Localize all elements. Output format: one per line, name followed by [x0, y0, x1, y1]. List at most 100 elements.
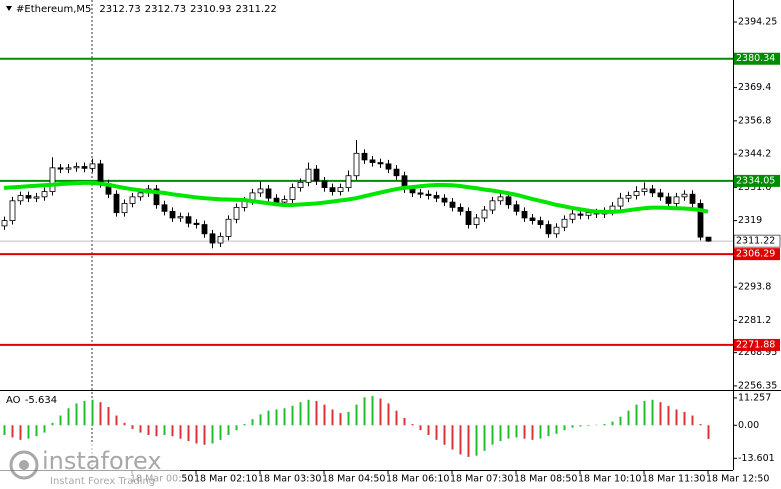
y-tick-label: 2293.8 — [738, 282, 771, 293]
candle-body — [361, 152, 368, 161]
x-tick-label: 18 Mar 11:30 — [642, 474, 705, 485]
candle-body — [321, 180, 328, 189]
low-value: 2310.93 — [190, 4, 231, 15]
candle-body — [137, 192, 144, 198]
indicator-value: -5.634 — [25, 395, 57, 406]
candle-body — [457, 207, 464, 212]
candle-body — [41, 191, 48, 198]
candle-body — [465, 210, 472, 225]
candle-body — [185, 216, 192, 224]
level-label: 2334.05 — [736, 175, 775, 186]
level-label-bg — [734, 248, 780, 261]
candle-body — [705, 236, 712, 242]
candle-body — [121, 203, 128, 214]
candle-body — [433, 195, 440, 199]
candle-body — [33, 196, 40, 199]
open-value: 2312.73 — [99, 4, 140, 15]
candle-body — [561, 218, 568, 228]
candle-body — [569, 213, 576, 220]
candle-body — [113, 193, 120, 214]
level-label: 2306.29 — [736, 249, 775, 260]
candle-body — [281, 199, 288, 203]
candle-body — [649, 188, 656, 194]
candle-body — [1, 220, 8, 227]
candle-body — [129, 196, 136, 204]
x-tick-label: 18 Mar 02:10 — [194, 474, 257, 485]
y-tick-label: 2356.8 — [738, 115, 771, 126]
ao-tick-label: -13.601 — [738, 453, 775, 464]
y-tick-label: 2268.95 — [738, 347, 777, 358]
y-tick-label: 2394.25 — [738, 17, 777, 28]
candle-body — [673, 196, 680, 204]
candle-body — [513, 204, 520, 212]
candle-body — [641, 188, 648, 192]
candles — [1, 140, 712, 249]
chart-header: #Ethereum,M5 2312.73 2312.73 2310.93 2311.22 — [16, 4, 277, 15]
watermark-slogan: Instant Forex Trading — [50, 476, 155, 487]
indicator-header: AO -5.634 — [6, 395, 57, 406]
candle-body — [489, 200, 496, 211]
watermark-bg — [0, 444, 180, 489]
candle-body — [57, 167, 64, 170]
candle-body — [153, 188, 160, 206]
candle-body — [273, 197, 280, 203]
ao-tick-label: 11.257 — [738, 392, 771, 403]
symbol: #Ethereum,M5 — [16, 4, 91, 15]
level-label-bg — [734, 52, 780, 65]
candle-body — [73, 166, 80, 169]
x-tick-label: 18 Mar 03:30 — [258, 474, 321, 485]
candle-body — [337, 187, 344, 192]
candle-body — [449, 201, 456, 208]
candle-body — [697, 203, 704, 238]
x-tick-label: 18 Mar 08:50 — [514, 474, 577, 485]
moving-average — [3, 180, 709, 214]
current-price-bg — [733, 234, 781, 248]
candle-body — [297, 181, 304, 189]
candle-body — [25, 195, 32, 199]
level-label-bg — [734, 338, 780, 351]
candle-body — [209, 233, 216, 244]
ao-histogram — [3, 396, 710, 457]
watermark-logo-core — [19, 460, 29, 470]
y-tick-label: 2319 — [738, 215, 762, 226]
candle-body — [537, 220, 544, 225]
candle-body — [193, 222, 200, 225]
candle-body — [17, 195, 24, 202]
candle-body — [89, 163, 96, 169]
y-tick-label: 2281.2 — [738, 315, 771, 326]
x-tick-label: 18 Mar 04:50 — [322, 474, 385, 485]
candle-body — [177, 216, 184, 219]
candle-body — [617, 197, 624, 207]
candle-body — [417, 192, 424, 195]
candle-body — [577, 213, 584, 216]
levels — [0, 57, 733, 346]
indicator-name: AO — [6, 395, 21, 406]
candle-body — [545, 224, 552, 235]
candle-body — [625, 195, 632, 199]
candle-body — [49, 167, 56, 192]
level-label: 2271.88 — [736, 339, 775, 350]
candle-body — [225, 218, 232, 237]
candle-body — [9, 200, 16, 221]
watermark-brand: instaforex — [42, 447, 162, 475]
high-value: 2312.73 — [145, 4, 186, 15]
candle-body — [161, 204, 168, 212]
level-label: 2380.34 — [736, 53, 775, 64]
candle-body — [233, 207, 240, 220]
candle-body — [385, 163, 392, 170]
candle-body — [657, 192, 664, 198]
y-tick-label: 2344.2 — [738, 149, 771, 160]
candle-body — [505, 196, 512, 206]
candle-body — [81, 166, 88, 169]
candle-body — [521, 210, 528, 219]
close-value: 2311.22 — [235, 4, 276, 15]
candle-body — [65, 167, 72, 170]
candle-body — [497, 196, 504, 202]
candle-body — [681, 193, 688, 198]
y-tick-label: 2331.6 — [738, 182, 771, 193]
candle-body — [345, 175, 352, 189]
candle-body — [305, 168, 312, 183]
watermark: instaforex Instant Forex Trading — [0, 444, 180, 489]
